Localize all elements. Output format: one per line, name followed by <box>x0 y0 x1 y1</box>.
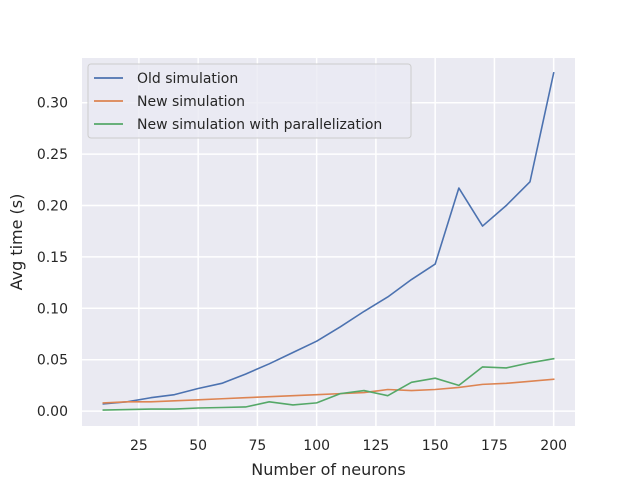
y-tick-labels: 0.00 0.05 0.10 0.15 0.20 0.25 0.30 <box>37 96 68 420</box>
x-tick-label: 75 <box>248 438 266 454</box>
x-tick-label: 125 <box>363 438 390 454</box>
y-axis-label: Avg time (s) <box>7 194 26 291</box>
legend-label-1: Old simulation <box>137 71 238 87</box>
legend-frame <box>87 63 412 139</box>
x-tick-label: 200 <box>540 438 567 454</box>
y-tick-label: 0.05 <box>37 353 68 369</box>
legend: Old simulation New simulation New simulati… <box>87 63 412 139</box>
x-tick-label: 100 <box>303 438 330 454</box>
x-tick-label: 25 <box>130 438 148 454</box>
x-tick-label: 50 <box>189 438 207 454</box>
y-tick-label: 0.20 <box>37 199 68 215</box>
y-tick-label: 0.30 <box>37 96 68 112</box>
series-line-1 <box>102 71 555 405</box>
x-axis-label: Number of neurons <box>251 460 405 479</box>
legend-label-3: New simulation with parallelization <box>137 117 382 133</box>
y-tick-label: 0.25 <box>37 147 68 163</box>
y-tick-label: 0.00 <box>37 404 68 420</box>
series-lines <box>102 71 555 411</box>
series-line-2 <box>102 378 555 404</box>
x-tick-label: 175 <box>481 438 508 454</box>
y-tick-label: 0.15 <box>37 250 68 266</box>
series-line-3 <box>102 357 555 411</box>
x-tick-labels: 25 50 75 100 125 150 175 200 <box>130 438 567 454</box>
x-tick-label: 150 <box>422 438 449 454</box>
y-tick-label: 0.10 <box>37 301 68 317</box>
legend-label-2: New simulation <box>137 94 245 110</box>
